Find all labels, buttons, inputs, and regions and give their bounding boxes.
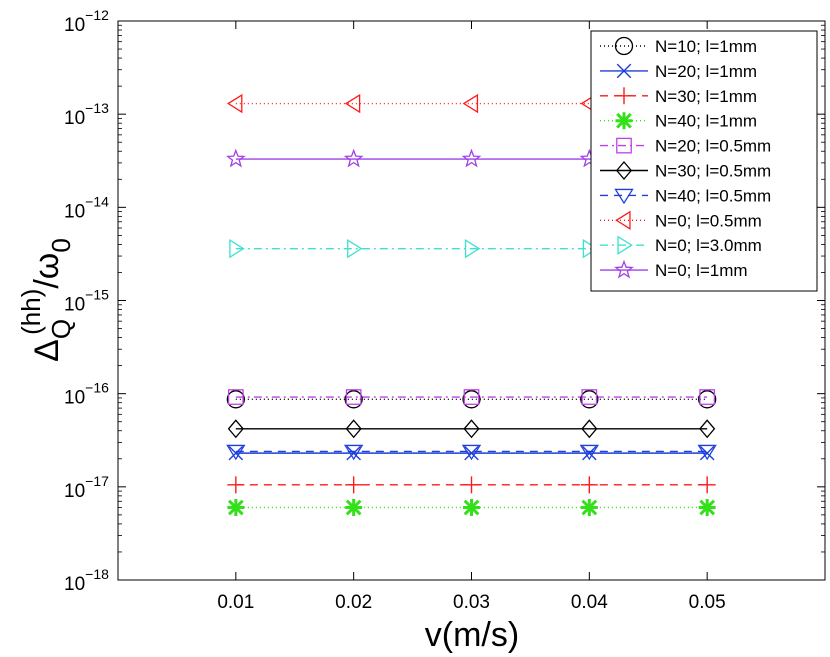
x-tick-label: 0.01 [217, 592, 254, 613]
data-point [463, 389, 480, 405]
legend: N=10; l=1mm N=20; l=1mm N=30; l=1mm N=40; l… [590, 30, 818, 292]
data-point [697, 444, 717, 461]
data-point [461, 444, 482, 461]
y-label-denominator-sub: 0 [46, 238, 76, 252]
y-tick-label: 10−18 [64, 566, 109, 595]
legend-label: N=30; l=0.5mm [655, 162, 771, 181]
data-point [227, 476, 245, 494]
data-point [464, 238, 481, 259]
y-tick-label: 10−16 [64, 380, 109, 409]
legend-marker [614, 259, 634, 279]
data-point [227, 419, 244, 439]
legend-marker [616, 137, 632, 154]
data-point [580, 476, 598, 494]
y-tick-label: 10−17 [64, 473, 109, 502]
svg-text:ΔQ(hh)/ω0: ΔQ(hh)/ω0 [16, 238, 76, 362]
legend-label: N=40; l=0.5mm [655, 186, 771, 205]
data-point [463, 499, 480, 517]
data-point [345, 499, 363, 517]
data-point [698, 390, 717, 409]
legend-label: N=0; l=1mm [655, 261, 748, 280]
data-point [461, 148, 482, 168]
data-point [582, 238, 599, 259]
y-label-sub: Q [46, 319, 76, 339]
legend-label: N=30; l=1mm [655, 87, 757, 106]
series-markers [225, 93, 718, 517]
data-point [579, 444, 600, 461]
axis-ticks: 0.01 0.02 0.03 0.04 0.05 10−12 10−13 10−14 10−15… [64, 7, 825, 613]
legend-marker [615, 160, 633, 181]
data-point [228, 445, 244, 461]
y-axis-label: ΔQ(hh)/ω0 [16, 238, 76, 362]
data-point [582, 445, 597, 461]
data-point [226, 93, 243, 114]
data-point [227, 499, 245, 517]
x-tick-label: 0.04 [571, 592, 608, 613]
data-point [464, 445, 479, 461]
y-tick-label: 10−15 [64, 287, 109, 316]
data-point [581, 389, 598, 405]
legend-marker [614, 36, 634, 56]
legend-label: N=0; l=3.0mm [655, 236, 762, 255]
data-point [345, 419, 362, 439]
legend-marker [614, 188, 634, 205]
data-point [463, 476, 480, 494]
legend-label: N=20; l=0.5mm [655, 137, 771, 156]
y-label-sup: (hh) [16, 289, 46, 335]
data-point [345, 389, 362, 405]
y-tick-label: 10−13 [64, 100, 109, 129]
data-point [699, 445, 715, 461]
data-point [699, 419, 716, 439]
legend-marker [615, 112, 633, 130]
x-tick-label: 0.05 [689, 592, 726, 613]
x-axis-label: v(m/s) [425, 616, 519, 654]
data-point [580, 499, 598, 517]
data-point [226, 390, 245, 409]
legend-marker [616, 63, 632, 79]
data-point [343, 444, 364, 461]
data-point [463, 419, 480, 439]
data-point [229, 238, 245, 259]
data-point [345, 476, 363, 494]
data-point [462, 390, 481, 409]
data-point [699, 389, 716, 405]
y-tick-label: 10−14 [64, 193, 109, 222]
y-tick-label: 10−12 [64, 7, 109, 36]
legend-marker [617, 235, 633, 255]
legend-marker [615, 87, 633, 105]
data-point [226, 444, 246, 461]
data-point [225, 148, 246, 168]
x-tick-label: 0.03 [453, 592, 490, 613]
legend-entries: N=10; l=1mm N=20; l=1mm N=30; l=1mm N=40; l… [600, 36, 771, 280]
data-point [346, 445, 361, 461]
data-point [344, 93, 361, 114]
data-point [227, 389, 244, 405]
data-point [580, 390, 599, 409]
legend-label: N=40; l=1mm [655, 112, 757, 131]
series-lines [235, 102, 708, 509]
legend-label: N=20; l=1mm [655, 62, 757, 81]
data-point [347, 238, 363, 259]
y-label-base: Δ [28, 339, 66, 362]
data-point [698, 476, 716, 494]
data-point [581, 419, 598, 439]
data-point [344, 390, 363, 409]
data-point [698, 499, 716, 517]
legend-label: N=10; l=1mm [655, 37, 757, 56]
x-tick-label: 0.02 [335, 592, 372, 613]
legend-marker [615, 210, 631, 230]
y-label-denominator: /ω [28, 253, 66, 289]
data-point [462, 93, 479, 114]
legend-label: N=0; l=0.5mm [655, 211, 762, 230]
data-point [343, 148, 364, 168]
